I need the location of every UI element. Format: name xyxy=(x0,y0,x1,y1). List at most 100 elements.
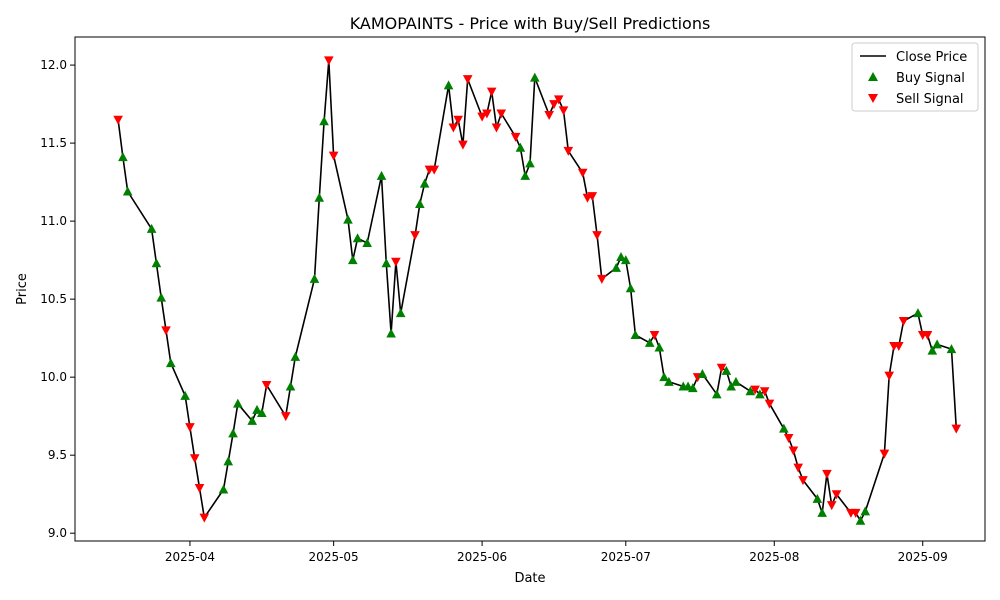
sell-signal-marker xyxy=(850,508,861,518)
sell-signal-marker xyxy=(879,449,890,459)
buy-signal-marker xyxy=(395,308,406,318)
sell-signal-marker xyxy=(328,151,339,161)
buy-signal-marker xyxy=(381,258,392,268)
buy-signal-marker xyxy=(927,345,938,355)
buy-signal-marker xyxy=(122,186,133,196)
buy-signal-marker xyxy=(319,116,329,126)
sell-signal-marker xyxy=(951,424,962,434)
buy-signal-marker xyxy=(659,372,669,382)
buy-signal-marker xyxy=(755,389,765,399)
plot-area xyxy=(113,56,962,525)
buy-signal-marker xyxy=(156,292,167,302)
sell-signal-marker xyxy=(189,454,200,464)
x-tick-label: 2025-05 xyxy=(309,550,359,564)
buy-signal-marker xyxy=(419,178,430,188)
buy-signal-marker xyxy=(386,328,396,338)
sell-signal-marker xyxy=(544,111,554,121)
buy-signal-marker xyxy=(620,255,631,265)
sell-signal-marker xyxy=(391,257,401,267)
sell-signal-marker xyxy=(798,476,808,486)
sell-signal-marker xyxy=(496,109,507,119)
buy-signal-marker xyxy=(165,358,176,368)
buy-signal-marker xyxy=(860,506,871,516)
buy-signal-marker xyxy=(247,415,258,425)
buy-signal-marker xyxy=(644,337,655,347)
sell-signal-marker xyxy=(922,331,933,341)
sell-signal-marker xyxy=(649,331,660,341)
sell-signal-marker xyxy=(764,399,775,409)
buy-signal-marker xyxy=(855,515,866,525)
sell-signal-marker xyxy=(893,341,904,351)
buy-signal-marker xyxy=(616,252,626,262)
sell-signal-marker xyxy=(462,75,473,85)
x-tick-label: 2025-04 xyxy=(165,550,215,564)
buy-signal-marker xyxy=(529,72,540,82)
buy-signal-marker xyxy=(946,344,957,354)
x-tick-label: 2025-06 xyxy=(457,550,507,564)
buy-signal-marker xyxy=(218,484,229,494)
plot-frame xyxy=(74,36,986,542)
sell-signal-marker xyxy=(458,140,468,150)
sell-signal-marker xyxy=(592,231,602,241)
buy-signal-marker xyxy=(314,192,325,202)
sell-signal-marker xyxy=(194,483,205,493)
sell-signal-marker xyxy=(510,132,521,142)
sell-signal-marker xyxy=(759,387,770,397)
buy-signal-marker xyxy=(711,389,722,399)
sell-signal-marker xyxy=(448,123,459,133)
x-tick-label: 2025-08 xyxy=(749,550,799,564)
sell-signal-marker xyxy=(587,192,598,202)
sell-signal-marker xyxy=(826,501,837,511)
legend-sell-swatch xyxy=(868,94,878,103)
sell-signal-marker xyxy=(486,87,497,97)
sell-signal-marker xyxy=(563,146,574,156)
legend-box xyxy=(851,42,979,112)
sell-signal-marker xyxy=(783,434,794,444)
legend-buy-swatch xyxy=(868,72,878,81)
sell-signal-marker xyxy=(884,371,895,381)
buy-signal-marker xyxy=(233,398,243,408)
buy-signal-marker xyxy=(520,170,531,180)
sell-signal-marker xyxy=(477,112,487,122)
sell-signal-marker xyxy=(597,274,607,284)
y-tick-label: 11.5 xyxy=(40,136,67,150)
y-tick-label: 11.0 xyxy=(40,214,67,228)
sell-signal-marker xyxy=(793,463,804,473)
sell-signal-marker xyxy=(750,385,760,395)
buy-signal-marker xyxy=(223,456,234,466)
buy-signal-marker xyxy=(376,170,387,180)
y-axis-ticks: 9.0 9.5 10.0 10.5 11.0 11.5 12.0 xyxy=(40,58,75,540)
sell-signal-marker xyxy=(716,363,727,373)
x-axis-ticks: 2025-04 2025-05 2025-06 2025-07 2025-08 2025-… xyxy=(165,541,948,564)
buy-signal-marker xyxy=(817,507,827,517)
buy-signal-marker xyxy=(664,376,674,386)
sell-signal-marker xyxy=(161,326,171,336)
buy-signal-marker xyxy=(779,423,789,433)
x-tick-label: 2025-07 xyxy=(601,550,651,564)
buy-signal-marker xyxy=(731,376,741,386)
y-tick-label: 10.0 xyxy=(40,370,67,384)
sell-signal-marker xyxy=(410,231,420,241)
sell-signal-marker xyxy=(577,168,588,178)
buy-signal-marker xyxy=(180,390,190,400)
sell-signal-marker xyxy=(558,106,569,116)
sell-signal-marker xyxy=(553,95,564,105)
y-axis-title: Price xyxy=(15,273,30,305)
sell-signal-marker xyxy=(491,123,502,133)
chart-title: KAMOPAINTS - Price with Buy/Sell Predict… xyxy=(350,14,711,33)
sell-signal-marker xyxy=(831,490,842,500)
buy-signal-marker xyxy=(343,214,353,224)
buy-signal-marker xyxy=(256,408,267,418)
y-tick-label: 10.5 xyxy=(40,292,67,306)
buy-signal-marker xyxy=(913,308,923,318)
legend-sell-label: Sell Signal xyxy=(896,92,964,107)
buy-signal-marker xyxy=(611,262,622,272)
buy-signal-marker xyxy=(443,80,454,90)
sell-signal-marker xyxy=(898,316,909,326)
sell-signal-marker xyxy=(324,56,334,66)
buy-signal-marker xyxy=(654,342,665,352)
legend: Close Price Buy Signal Sell Signal xyxy=(851,42,979,112)
buy-signal-marker xyxy=(118,152,128,162)
buy-signal-marker xyxy=(515,142,526,152)
